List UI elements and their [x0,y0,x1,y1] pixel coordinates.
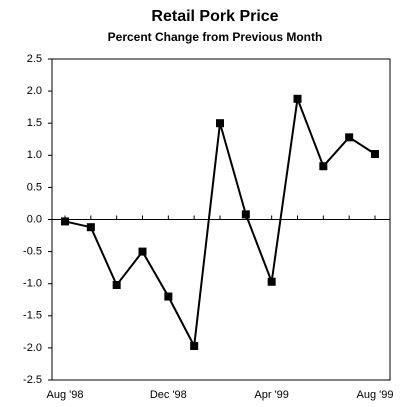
point-marker [61,217,69,226]
y-tick-label: -1.5 [23,310,42,322]
y-tick-label: 1.5 [27,117,42,129]
y-tick-label: 0.0 [27,213,42,225]
point-marker [112,280,121,289]
chart-subtitle: Percent Change from Previous Month [108,30,323,44]
y-tick-label: 1.0 [27,149,42,161]
point-marker [267,277,276,286]
point-marker [138,247,147,256]
point-marker [371,150,379,159]
y-tick-label: -2.5 [23,374,42,386]
x-tick-label: Aug '98 [47,389,84,401]
chart-title: Retail Pork Price [151,8,278,25]
point-marker [319,162,328,171]
point-marker [164,292,173,301]
y-tick-label: 2.0 [27,85,42,97]
point-marker [345,133,354,142]
y-tick-label: -0.5 [23,246,42,258]
y-tick-label: -1.0 [23,278,42,290]
point-marker [216,119,224,128]
y-tick-label: -2.0 [23,342,42,354]
point-marker [293,94,302,103]
point-marker [190,341,199,350]
x-tick-label: Aug '99 [357,389,394,401]
x-tick-label: Apr '99 [254,389,289,401]
y-tick-label: 0.5 [27,181,42,193]
x-tick-label: Dec '98 [150,389,187,401]
point-marker [86,223,95,232]
point-marker [241,210,250,219]
y-tick-label: 2.5 [27,53,42,65]
series-line [64,94,376,350]
